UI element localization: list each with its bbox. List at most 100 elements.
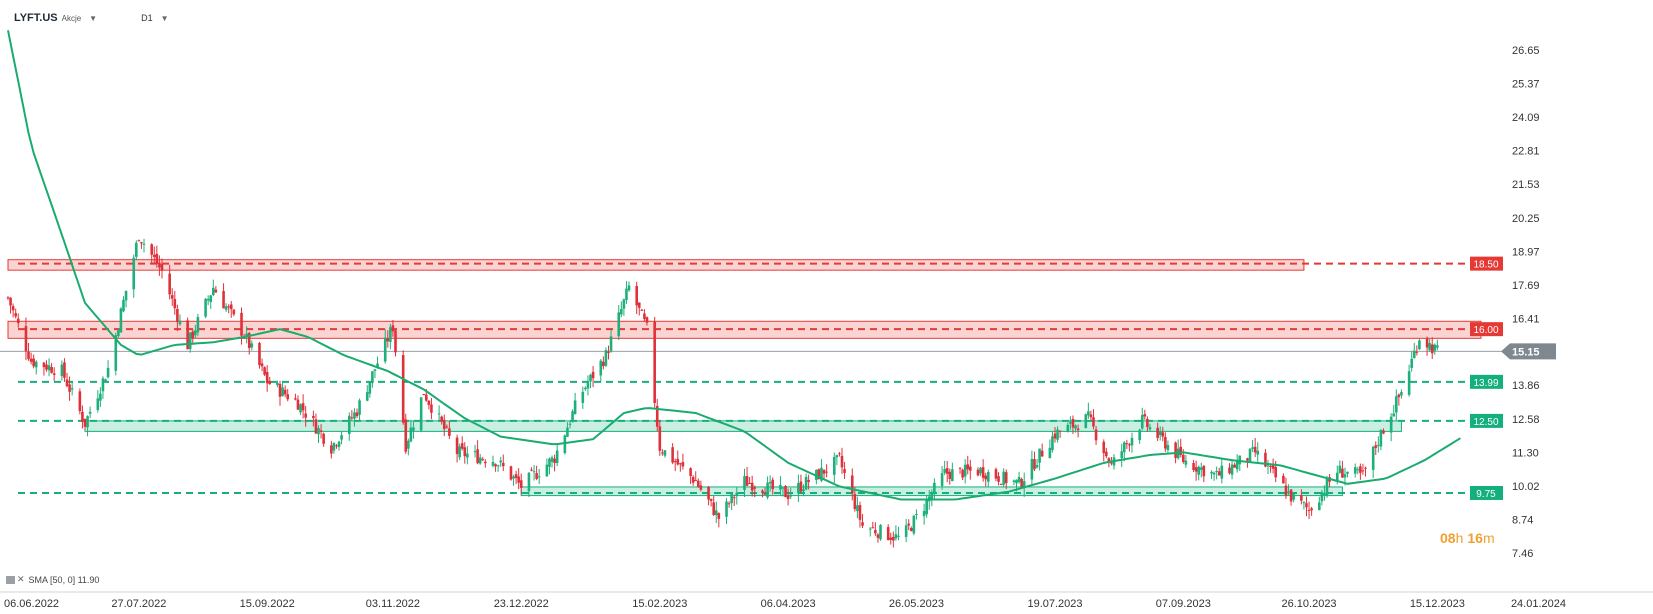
candle-body xyxy=(1274,467,1277,478)
candle-body xyxy=(1346,471,1349,474)
chevron-down-icon[interactable]: ▼ xyxy=(89,13,98,23)
candle-body xyxy=(222,291,225,309)
candle-body xyxy=(894,534,898,539)
candle-body xyxy=(353,412,356,419)
candle-body xyxy=(604,350,608,366)
candle-body xyxy=(373,369,377,371)
candle-body xyxy=(799,481,803,492)
candle-body xyxy=(1253,446,1257,453)
candle-body xyxy=(550,457,554,462)
candle-body xyxy=(47,365,51,371)
candle-body xyxy=(527,472,531,492)
timeframe-selector[interactable]: D1 xyxy=(141,13,153,23)
current-price-badge: 15.15 xyxy=(1501,343,1556,360)
candle-body xyxy=(1379,430,1383,447)
candle-body xyxy=(448,428,451,436)
chevron-down-icon[interactable]: ▼ xyxy=(160,13,169,23)
candle-body xyxy=(312,415,315,419)
candle-body xyxy=(265,371,269,384)
candle-body xyxy=(1192,463,1195,470)
candle-body xyxy=(940,473,944,486)
candle-body xyxy=(122,299,125,312)
candle-body xyxy=(1220,465,1224,479)
candle-body xyxy=(481,459,485,461)
candle-body xyxy=(1264,452,1267,467)
candle-body xyxy=(368,381,372,394)
chart-header: LYFT.US Akcje ▼ D1 ▼ xyxy=(14,8,169,28)
candle-body xyxy=(83,418,87,427)
candle-body xyxy=(383,337,387,362)
candle-body xyxy=(14,313,17,317)
y-tick-label: 25.37 xyxy=(1512,79,1540,91)
candle-body xyxy=(602,361,605,367)
candle-body xyxy=(789,494,792,497)
y-tick-label: 16.41 xyxy=(1512,313,1540,325)
candle-body xyxy=(925,499,928,515)
candle-body xyxy=(643,313,646,319)
x-tick-label: 07.09.2023 xyxy=(1156,598,1211,610)
candle-body xyxy=(635,286,639,306)
candle-body xyxy=(512,476,515,479)
candle-body xyxy=(1418,340,1421,350)
candle-body xyxy=(1197,466,1201,475)
y-tick-label: 18.97 xyxy=(1512,246,1540,258)
y-tick-label: 24.09 xyxy=(1512,112,1540,124)
candle-body xyxy=(835,455,839,458)
candle-body xyxy=(1017,477,1021,483)
candle-body xyxy=(797,483,800,494)
candle-body xyxy=(1359,466,1362,473)
sma-legend-label: SMA [50, 0] 11.90 xyxy=(28,574,100,585)
candle-body xyxy=(548,458,551,467)
candle-body xyxy=(1425,338,1429,348)
candle-body xyxy=(679,463,682,465)
candle-body xyxy=(673,461,677,463)
candle-body xyxy=(969,466,972,471)
candle-body xyxy=(152,254,156,257)
candle-body xyxy=(473,451,477,453)
y-tick-label: 22.81 xyxy=(1512,146,1540,158)
asset-type-label: Akcje xyxy=(61,13,82,23)
candle-body xyxy=(1105,451,1108,457)
candle-body xyxy=(976,469,980,476)
candle-body xyxy=(853,494,857,510)
candle-body xyxy=(817,469,821,480)
candle-body xyxy=(850,475,854,494)
candle-body xyxy=(204,298,207,317)
symbol-selector[interactable]: LYFT.US xyxy=(14,12,58,24)
candle-body xyxy=(1020,479,1023,487)
current-price-badge-shape xyxy=(1501,343,1556,360)
candle-body xyxy=(676,458,680,465)
candle-body xyxy=(566,427,569,437)
candle-body xyxy=(494,464,497,467)
candle-body xyxy=(1320,492,1324,502)
candle-body xyxy=(299,404,302,413)
candle-body xyxy=(32,358,35,367)
candle-body xyxy=(961,469,964,478)
candle-body xyxy=(1066,424,1070,433)
close-icon[interactable]: ✕ xyxy=(17,574,25,584)
indicator-settings-icon[interactable] xyxy=(6,575,15,584)
level-badge-label: 18.50 xyxy=(1473,260,1498,271)
candle-body xyxy=(52,373,56,375)
x-tick-label: 06.04.2023 xyxy=(761,598,816,610)
candle-body xyxy=(763,493,767,495)
candle-body xyxy=(979,467,982,474)
candle-body xyxy=(571,411,574,422)
candle-body xyxy=(1076,428,1080,431)
candle-body xyxy=(727,503,731,505)
x-tick-label: 06.06.2022 xyxy=(4,598,59,610)
candle-body xyxy=(11,306,15,311)
candle-body xyxy=(1251,447,1254,449)
candle-body xyxy=(1140,415,1144,429)
candle-body xyxy=(430,404,433,413)
candle-body xyxy=(545,464,549,477)
x-tick-label: 26.05.2023 xyxy=(889,598,944,610)
level-badge-label: 16.00 xyxy=(1473,325,1498,336)
candle-body xyxy=(188,332,192,350)
candle-body xyxy=(761,490,764,493)
candle-body xyxy=(807,480,810,482)
candle-body xyxy=(391,325,395,332)
candle-body xyxy=(892,537,895,541)
